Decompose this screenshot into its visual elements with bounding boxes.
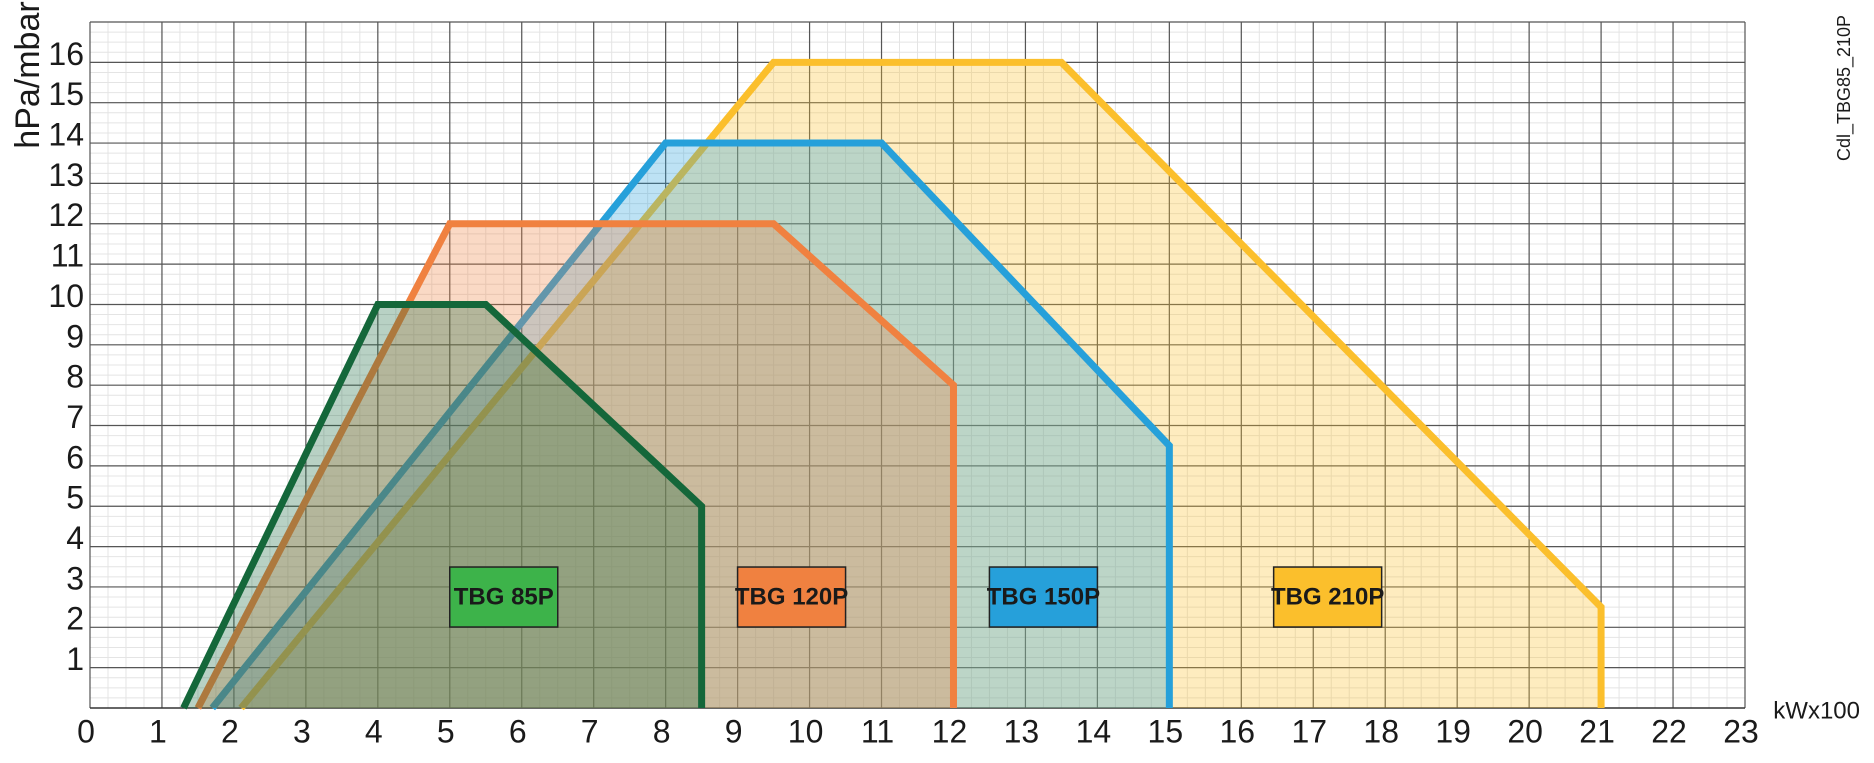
legend-box bbox=[1272, 566, 1383, 628]
legend-box bbox=[449, 566, 559, 628]
x-tick-label: 1 bbox=[149, 713, 167, 749]
legend-label: TBG 85P bbox=[454, 583, 554, 610]
y-tick-label: 6 bbox=[66, 439, 84, 475]
area-line bbox=[194, 220, 957, 710]
y-tick-label: 1 bbox=[66, 641, 84, 677]
area-line bbox=[238, 58, 1605, 711]
y-tick-label: 15 bbox=[48, 76, 84, 112]
y-tick-label: 14 bbox=[48, 117, 84, 153]
y-tick-label: 13 bbox=[48, 157, 84, 193]
x-tick-label: 12 bbox=[932, 713, 968, 749]
y-tick-label: 2 bbox=[66, 601, 84, 637]
x-tick-label: 2 bbox=[221, 713, 239, 749]
y-tick-label: 7 bbox=[66, 399, 84, 435]
area-fill bbox=[241, 62, 1602, 708]
x-tick-label: 7 bbox=[581, 713, 599, 749]
x-tick-label: 13 bbox=[1004, 713, 1040, 749]
legend-box bbox=[988, 566, 1099, 628]
x-tick-label: 10 bbox=[788, 713, 824, 749]
x-tick-label: 18 bbox=[1363, 713, 1399, 749]
x-tick-label: 6 bbox=[509, 713, 527, 749]
y-tick-label: 9 bbox=[66, 318, 84, 354]
x-tick-label: 19 bbox=[1435, 713, 1471, 749]
y-axis-label: hPa/mbar bbox=[9, 1, 47, 148]
x-tick-label: 15 bbox=[1148, 713, 1184, 749]
y-tick-label: 10 bbox=[48, 278, 84, 314]
x-tick-label: 11 bbox=[861, 713, 894, 749]
x-tick-label: 17 bbox=[1291, 713, 1327, 749]
x-tick-label: 5 bbox=[437, 713, 455, 749]
x-tick-label: 16 bbox=[1220, 713, 1256, 749]
chart-note: Cdl_TBG85_210P bbox=[1834, 15, 1855, 161]
x-axis-label: kWx100 bbox=[1773, 697, 1860, 724]
y-tick-label: 5 bbox=[66, 480, 84, 516]
legend-label: TBG 210P bbox=[1271, 583, 1384, 610]
x-tick-label: 0 bbox=[77, 713, 95, 749]
y-tick-label: 8 bbox=[66, 359, 84, 395]
x-tick-label: 8 bbox=[653, 713, 671, 749]
legend-label: TBG 120P bbox=[735, 583, 848, 610]
x-tick-label: 14 bbox=[1076, 713, 1112, 749]
y-tick-label: 12 bbox=[48, 197, 84, 233]
y-tick-label: 3 bbox=[66, 560, 84, 596]
x-tick-label: 22 bbox=[1651, 713, 1687, 749]
legend-label: TBG 150P bbox=[987, 583, 1100, 610]
y-tick-label: 4 bbox=[66, 520, 84, 556]
x-tick-label: 21 bbox=[1579, 713, 1615, 749]
x-tick-label: 3 bbox=[293, 713, 311, 749]
legend-box bbox=[736, 566, 847, 628]
x-tick-label: 9 bbox=[725, 713, 743, 749]
x-tick-label: 20 bbox=[1507, 713, 1543, 749]
x-tick-label: 4 bbox=[365, 713, 383, 749]
y-tick-label: 16 bbox=[48, 36, 84, 72]
area-line bbox=[180, 300, 706, 710]
x-tick-label: 23 bbox=[1723, 713, 1759, 749]
y-tick-label: 11 bbox=[51, 238, 84, 274]
area-fill bbox=[183, 304, 702, 708]
